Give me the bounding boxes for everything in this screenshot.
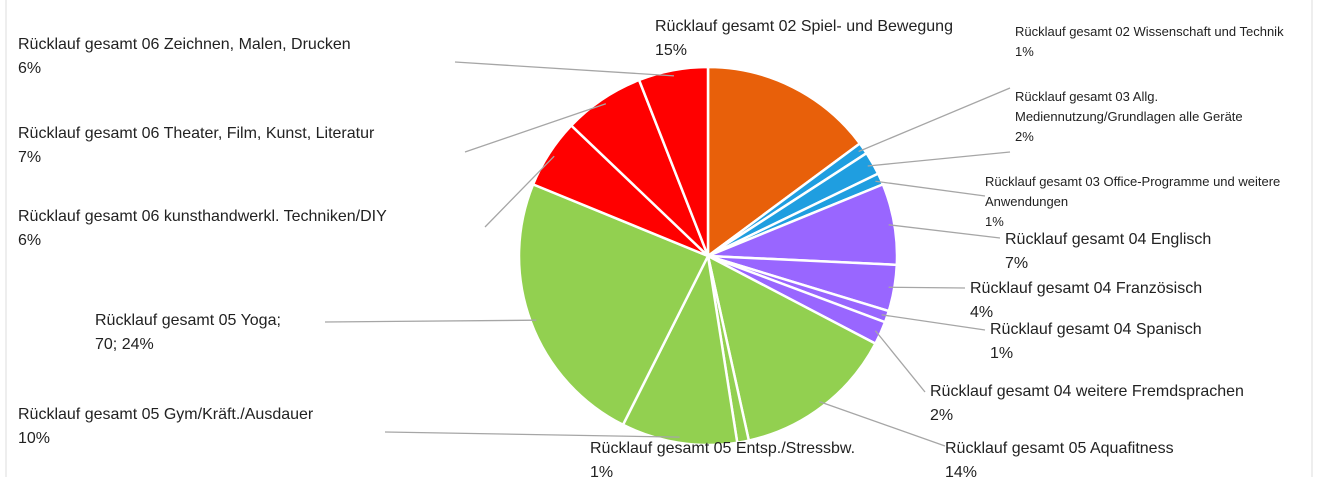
data-label: Rücklauf gesamt 04 Englisch 7% bbox=[1005, 228, 1305, 276]
data-label: Rücklauf gesamt 03 Allg. Mediennutzung/G… bbox=[1015, 87, 1275, 147]
label-text: Rücklauf gesamt 04 weitere Fremdsprachen bbox=[930, 383, 1244, 400]
data-label: Rücklauf gesamt 04 Französisch 4% bbox=[970, 277, 1300, 325]
label-text: Rücklauf gesamt 04 Englisch bbox=[1005, 231, 1212, 248]
label-text: Rücklauf gesamt 02 Spiel- und Bewegung bbox=[655, 18, 953, 35]
leader-line bbox=[324, 319, 537, 323]
leader-line bbox=[819, 400, 946, 447]
pie-slice bbox=[706, 65, 862, 259]
leader-line bbox=[858, 87, 1011, 153]
leader-line bbox=[464, 103, 607, 153]
label-text: Rücklauf gesamt 05 Gym/Kräft./Ausdauer bbox=[18, 406, 314, 423]
leader-line bbox=[484, 155, 555, 228]
label-text: 4% bbox=[970, 304, 994, 321]
label-text: Rücklauf gesamt 06 Zeichnen, Malen, Druc… bbox=[18, 36, 351, 53]
leader-line bbox=[867, 151, 1011, 167]
data-label: Rücklauf gesamt 02 Spiel- und Bewegung 15… bbox=[655, 15, 1035, 63]
leader-line bbox=[384, 431, 680, 438]
label-text: 1% bbox=[1015, 44, 1034, 59]
data-label: Rücklauf gesamt 05 Gym/Kräft./Ausdauer 10… bbox=[18, 403, 418, 451]
label-text: 10% bbox=[18, 430, 51, 447]
label-text: 1% bbox=[590, 464, 614, 477]
data-label: Rücklauf gesamt 06 Zeichnen, Malen, Druc… bbox=[18, 33, 458, 81]
leader-line bbox=[881, 314, 986, 331]
label-text: Rücklauf gesamt 04 Spanisch bbox=[990, 321, 1202, 338]
label-text: 70; 24% bbox=[95, 336, 154, 353]
label-text: Rücklauf gesamt 05 Yoga; bbox=[95, 312, 281, 329]
data-label: Rücklauf gesamt 05 Aquafitness 14% bbox=[945, 437, 1275, 477]
label-text: 6% bbox=[18, 60, 42, 77]
label-text: Rücklauf gesamt 03 Office-Programme und … bbox=[985, 174, 1281, 209]
label-text: 2% bbox=[1015, 129, 1034, 144]
label-text: 1% bbox=[990, 345, 1014, 362]
label-text: Rücklauf gesamt 05 Aquafitness bbox=[945, 440, 1174, 457]
label-text: Rücklauf gesamt 03 Allg. Mediennutzung/G… bbox=[1015, 89, 1243, 124]
leader-line bbox=[888, 286, 966, 289]
label-text: Rücklauf gesamt 06 Theater, Film, Kunst,… bbox=[18, 125, 375, 142]
leader-line bbox=[875, 180, 986, 197]
data-label: Rücklauf gesamt 06 Theater, Film, Kunst,… bbox=[18, 122, 468, 170]
label-text: Rücklauf gesamt 06 kunsthandwerkl. Techn… bbox=[18, 208, 387, 225]
pie-slice bbox=[517, 182, 710, 427]
label-text: Rücklauf gesamt 05 Entsp./Stressbw. bbox=[590, 440, 856, 457]
data-label: Rücklauf gesamt 02 Wissenschaft und Tech… bbox=[1015, 22, 1315, 62]
label-text: 7% bbox=[1005, 255, 1029, 272]
pie-slice bbox=[621, 251, 739, 447]
leader-line bbox=[888, 224, 1001, 239]
data-label: Rücklauf gesamt 03 Office-Programme und … bbox=[985, 172, 1315, 232]
data-label: Rücklauf gesamt 04 Spanisch 1% bbox=[990, 318, 1290, 366]
leader-line bbox=[874, 330, 926, 393]
label-text: 6% bbox=[18, 232, 42, 249]
pie-slice bbox=[706, 253, 878, 443]
pie-slice bbox=[637, 65, 710, 257]
label-text: 1% bbox=[985, 214, 1004, 229]
label-text: 14% bbox=[945, 464, 978, 477]
data-label: Rücklauf gesamt 05 Yoga; 70; 24% bbox=[95, 309, 325, 357]
data-label: Rücklauf gesamt 05 Entsp./Stressbw. 1% bbox=[590, 437, 930, 477]
label-text: Rücklauf gesamt 02 Wissenschaft und Tech… bbox=[1015, 24, 1284, 39]
data-label: Rücklauf gesamt 06 kunsthandwerkl. Techn… bbox=[18, 205, 488, 253]
data-label: Rücklauf gesamt 04 weitere Fremdsprachen… bbox=[930, 380, 1318, 428]
label-text: Rücklauf gesamt 04 Französisch bbox=[970, 280, 1203, 297]
leader-line bbox=[454, 61, 675, 77]
label-text: 2% bbox=[930, 407, 954, 424]
label-text: 7% bbox=[18, 149, 42, 166]
label-text: 15% bbox=[655, 42, 688, 59]
